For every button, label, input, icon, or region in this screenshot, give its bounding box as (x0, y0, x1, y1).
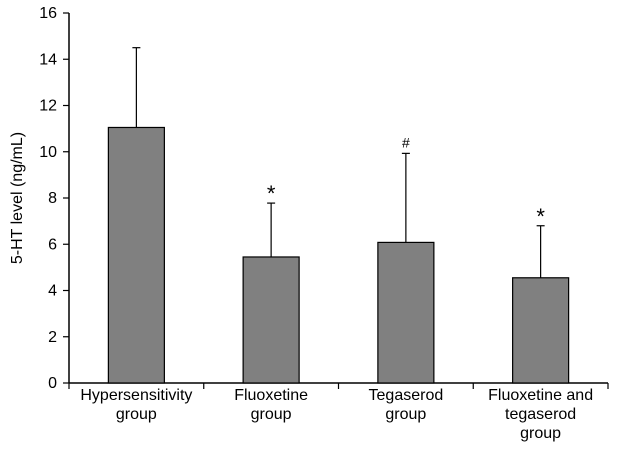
bar (512, 277, 570, 384)
bar (242, 256, 300, 384)
x-category-label: group (116, 406, 157, 423)
x-category-label: Fluoxetine (234, 387, 308, 404)
significance-annotations: * # * (267, 134, 546, 228)
y-tick-label: 4 (48, 283, 57, 300)
y-axis-title: 5-HT level (ng/mL) (9, 132, 26, 264)
x-category-label: Hypersensitivity (80, 387, 192, 404)
bar (377, 241, 435, 384)
y-tick-label: 14 (39, 51, 57, 68)
significance-mark: * (267, 181, 276, 206)
x-axis-category-labels: Hypersensitivity group Fluoxetine group Tega… (80, 387, 593, 442)
x-category-label: tegaserod (505, 406, 576, 423)
x-category-label: group (385, 406, 426, 423)
x-category-label: Fluoxetine and (488, 387, 593, 404)
significance-mark: # (402, 134, 410, 150)
error-bars (132, 47, 545, 278)
bar (107, 126, 165, 384)
y-tick-label: 16 (39, 5, 57, 22)
y-tick-label: 8 (48, 190, 57, 207)
y-axis-ticks: 0 2 4 6 8 10 12 14 16 (39, 5, 69, 392)
significance-mark: * (536, 204, 545, 229)
y-tick-label: 2 (48, 329, 57, 346)
y-tick-label: 6 (48, 236, 57, 253)
x-category-label: group (520, 425, 561, 442)
x-category-label: Tegaserod (369, 387, 444, 404)
y-tick-label: 0 (48, 375, 57, 392)
y-tick-label: 10 (39, 144, 57, 161)
bars (107, 126, 570, 384)
x-category-label: group (251, 406, 292, 423)
y-tick-label: 12 (39, 98, 57, 115)
